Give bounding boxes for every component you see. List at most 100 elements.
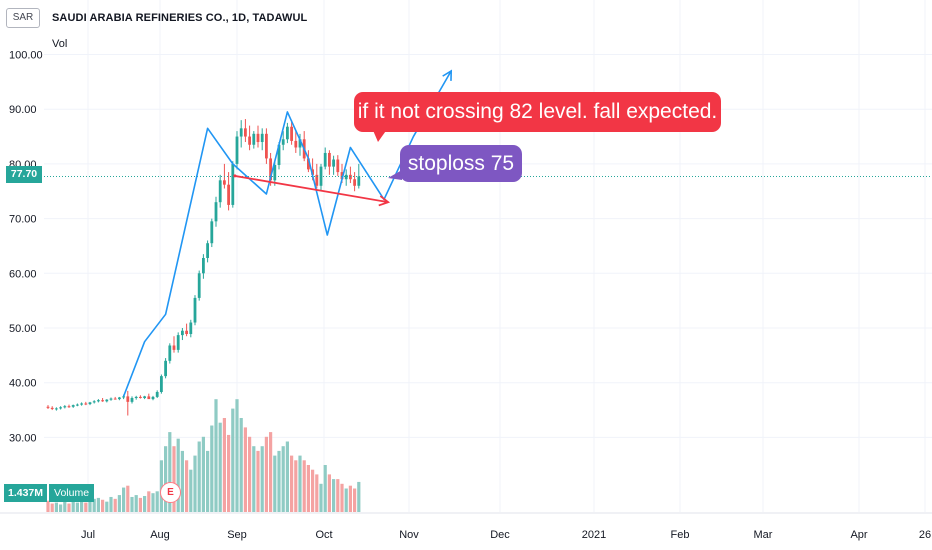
trend-line [234,175,389,204]
volume-bar [348,485,352,512]
candle-body [92,401,96,403]
candle-body [134,396,138,399]
x-tick-label: 26 [919,529,931,541]
volume-bar [193,455,197,512]
volume-bar [332,479,336,512]
candle-body [168,345,172,361]
candle-body [239,128,243,137]
x-tick-label: Jul [81,529,95,541]
volume-bar [201,436,205,512]
candle-body [344,174,348,180]
volume-bar [218,422,222,512]
candle-body [55,408,58,410]
volume-bar [96,497,100,512]
volume-bar [306,465,310,512]
candle-body [113,398,117,400]
volume-bar [323,465,327,512]
candle-body [315,174,319,186]
volume-bar [315,474,319,512]
volume-bar [54,502,58,512]
volume-bar [71,500,75,512]
candle-body [84,403,88,405]
candle-body [88,402,92,405]
volume-bar [319,483,323,512]
volume-bar [63,501,67,512]
candle-body [340,172,344,180]
candle-body [286,126,289,140]
candle-body [97,400,100,402]
volume-bar [185,460,189,512]
candle-body [126,396,130,402]
candle-body [139,396,142,399]
candle-body [235,136,239,164]
volume-bar [88,500,92,512]
candle-body [244,128,247,137]
x-tick-label: Aug [150,529,170,541]
callout-red-note[interactable]: if it not crossing 82 level. fall expect… [354,92,721,132]
volume-bar [336,479,340,512]
volume-label: Volume [49,484,95,502]
candle-body [197,273,201,298]
volume-bar [357,481,361,512]
candle-body [349,174,352,180]
volume-bar [46,500,50,512]
callout-purple-tail [388,170,402,180]
volume-bar [67,503,71,512]
candle-body [214,202,218,222]
candle-body [147,396,151,400]
volume-bar [130,496,134,512]
volume-bar [231,408,235,512]
volume-bar [147,491,151,512]
y-tick-label: 30.00 [9,432,37,444]
volume-bar [340,483,344,512]
x-tick-label: Oct [315,529,332,541]
symbol-title[interactable]: SAUDI ARABIA REFINERIES CO., 1D, TADAWUL [52,12,308,24]
volume-bar [105,501,109,512]
time-axis[interactable]: Jul Aug Sep Oct Nov Dec 2021 Feb Mar Apr 26 [0,512,932,541]
volume-bar [101,499,105,512]
earnings-marker-icon[interactable]: E [160,482,181,503]
volume-bar [126,485,130,512]
volume-bar [138,497,142,512]
candle-body [59,407,62,409]
candle-body [223,180,226,185]
candle-body [311,169,314,175]
callout-stoploss[interactable]: stoploss 75 [400,145,522,182]
volume-bar [260,446,264,512]
candle-body [189,322,193,335]
x-tick-label: Dec [490,529,510,541]
candle-body [231,163,235,205]
currency-label[interactable]: SAR [6,8,40,28]
volume-bar [172,446,176,512]
volume-bar [117,495,121,512]
y-tick-label: 70.00 [9,214,37,226]
price-axis[interactable]: 100.0090.0080.0070.0060.0050.0040.0030.0… [9,50,43,445]
volume-bar [189,469,193,512]
grid-lines [44,0,932,512]
candle-body [252,133,256,145]
candle-body [307,158,310,170]
volume-bar [197,441,201,512]
candle-body [143,396,146,399]
candle-body [218,180,222,203]
volume-bar [353,488,357,512]
x-tick-label: 2021 [582,529,606,541]
candle-body [269,158,272,181]
candle-body [277,144,281,165]
candle-body [155,391,159,397]
candle-body [248,136,251,145]
volume-legend[interactable]: Vol [52,38,68,50]
candle-body [281,139,285,145]
candle-body [323,152,327,167]
volume-bar [80,499,84,512]
candle-body [353,179,356,186]
candle-body [210,221,214,244]
candle-body [193,297,197,323]
volume-bar [302,460,306,512]
volume-bar [248,436,252,512]
volume-bar [164,446,168,512]
volume-bar [84,502,88,512]
volume-badge: 1.437M Volume [4,484,95,502]
candle-body [109,398,113,400]
